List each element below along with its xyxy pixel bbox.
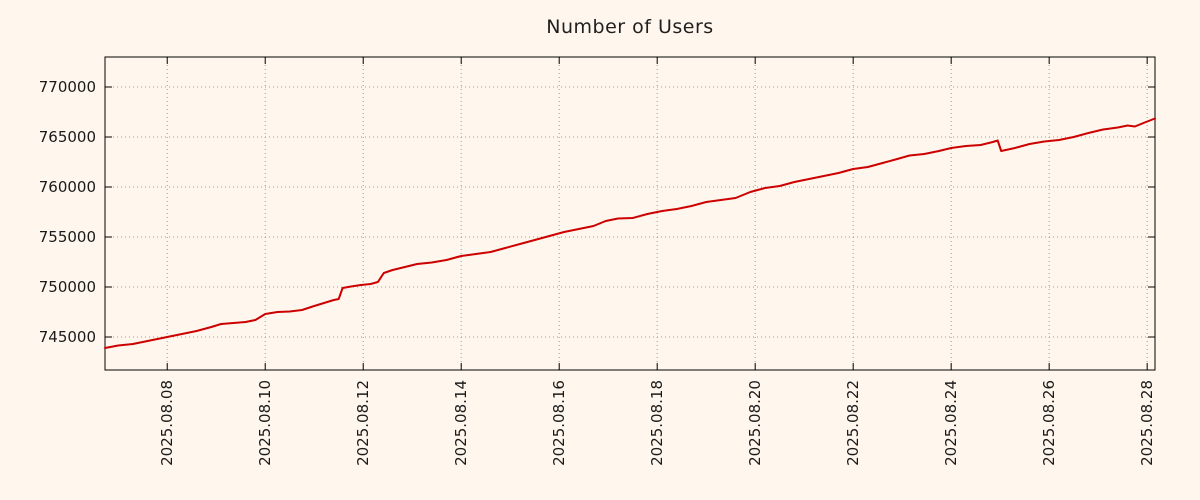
y-tick-label: 765000 — [39, 128, 96, 146]
x-tick-label: 2025.08.20 — [746, 380, 764, 466]
y-tick-label: 755000 — [39, 228, 96, 246]
y-tick-label: 760000 — [39, 178, 96, 196]
chart-title: Number of Users — [546, 16, 714, 38]
x-tick-label: 2025.08.08 — [158, 380, 176, 466]
x-tick-label: 2025.08.24 — [942, 380, 960, 466]
x-tick-label: 2025.08.18 — [648, 380, 666, 466]
x-tick-label: 2025.08.22 — [844, 380, 862, 466]
x-tick-label: 2025.08.12 — [354, 380, 372, 466]
plot-border — [104, 56, 1156, 371]
users-line-series — [104, 117, 1156, 349]
x-tick-label: 2025.08.16 — [550, 380, 568, 466]
x-tick-label: 2025.08.28 — [1138, 380, 1156, 466]
y-tick-label: 750000 — [39, 278, 96, 296]
x-tick-label: 2025.08.14 — [452, 380, 470, 466]
x-tick-label: 2025.08.10 — [256, 380, 274, 466]
y-tick-label: 770000 — [39, 78, 96, 96]
y-tick-label: 745000 — [39, 328, 96, 346]
x-tick-label: 2025.08.26 — [1040, 380, 1058, 466]
